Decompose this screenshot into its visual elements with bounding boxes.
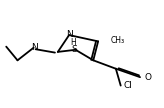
Text: N: N (31, 43, 38, 52)
Text: N: N (66, 30, 72, 39)
Text: H: H (70, 38, 76, 47)
Text: CH₃: CH₃ (110, 36, 124, 45)
Text: S: S (72, 45, 78, 54)
Text: O: O (144, 73, 151, 82)
Text: Cl: Cl (123, 81, 132, 90)
